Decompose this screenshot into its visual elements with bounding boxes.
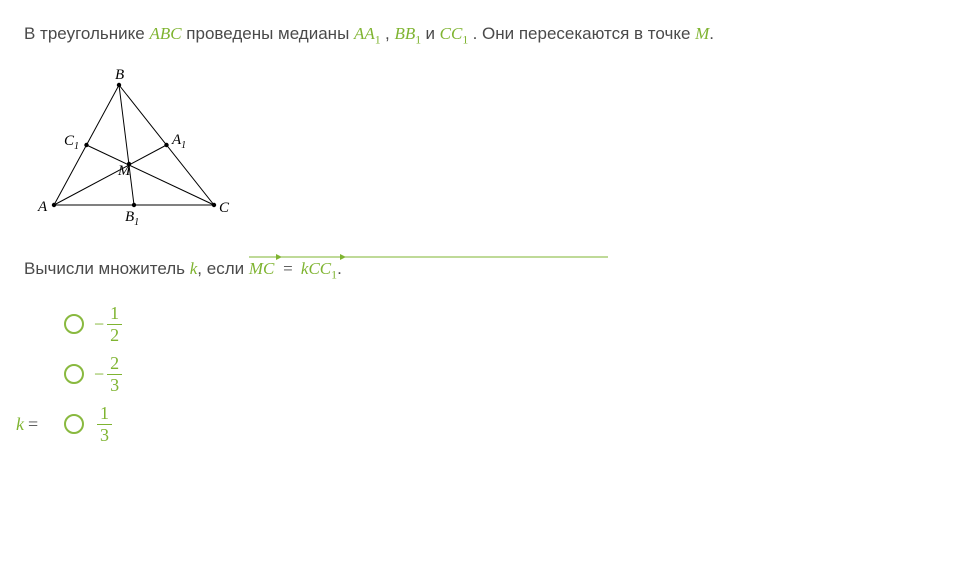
triangle-svg: A B C A1 B1 C1 M — [24, 65, 239, 230]
radio-icon[interactable] — [64, 314, 84, 334]
label-c: C — [219, 200, 230, 216]
var-abc: ABC — [149, 24, 181, 43]
label-b1: B1 — [125, 209, 139, 228]
fraction: 1 3 — [97, 404, 112, 445]
text: , если — [197, 259, 249, 278]
option-2[interactable]: − 2 3 — [64, 352, 940, 396]
option-value: − 2 3 — [94, 354, 122, 395]
label-m: M — [117, 163, 132, 179]
point-m: M — [695, 24, 709, 43]
option-value: 1 3 — [94, 404, 112, 445]
median-cc1: CC1 — [440, 24, 473, 43]
triangle-figure: A B C A1 B1 C1 M — [24, 65, 940, 238]
median-bb1: BB1 — [394, 24, 425, 43]
option-1[interactable]: − 1 2 — [64, 302, 940, 346]
text: проведены медианы — [186, 24, 354, 43]
k-equals-label: k = — [16, 410, 42, 439]
text: В треугольнике — [24, 24, 149, 43]
vector-mc: MC — [249, 253, 275, 282]
answer-options: − 1 2 − 2 3 k = — [24, 302, 940, 446]
text: . — [709, 24, 714, 43]
text: Вычисли множитель — [24, 259, 190, 278]
fraction: 2 3 — [107, 354, 122, 395]
radio-icon[interactable] — [64, 414, 84, 434]
label-a: A — [37, 199, 48, 215]
fraction: 1 2 — [107, 304, 122, 345]
median-aa1: AA1 — [354, 24, 385, 43]
option-value: − 1 2 — [94, 304, 122, 345]
label-b: B — [115, 67, 124, 83]
vector-arrow-icon — [308, 251, 608, 263]
question-line: Вычисли множитель k, если MC = k CC1 . — [24, 253, 940, 284]
label-a1: A1 — [171, 132, 186, 151]
label-c1: C1 — [64, 133, 79, 152]
text: . Они пересекаются в точке — [473, 24, 696, 43]
option-3[interactable]: k = 1 3 — [64, 402, 940, 446]
text: и — [425, 24, 439, 43]
problem-statement: В треугольнике ABC проведены медианы AA1… — [24, 20, 940, 49]
vector-cc1: CC1 — [308, 253, 337, 284]
radio-icon[interactable] — [64, 364, 84, 384]
